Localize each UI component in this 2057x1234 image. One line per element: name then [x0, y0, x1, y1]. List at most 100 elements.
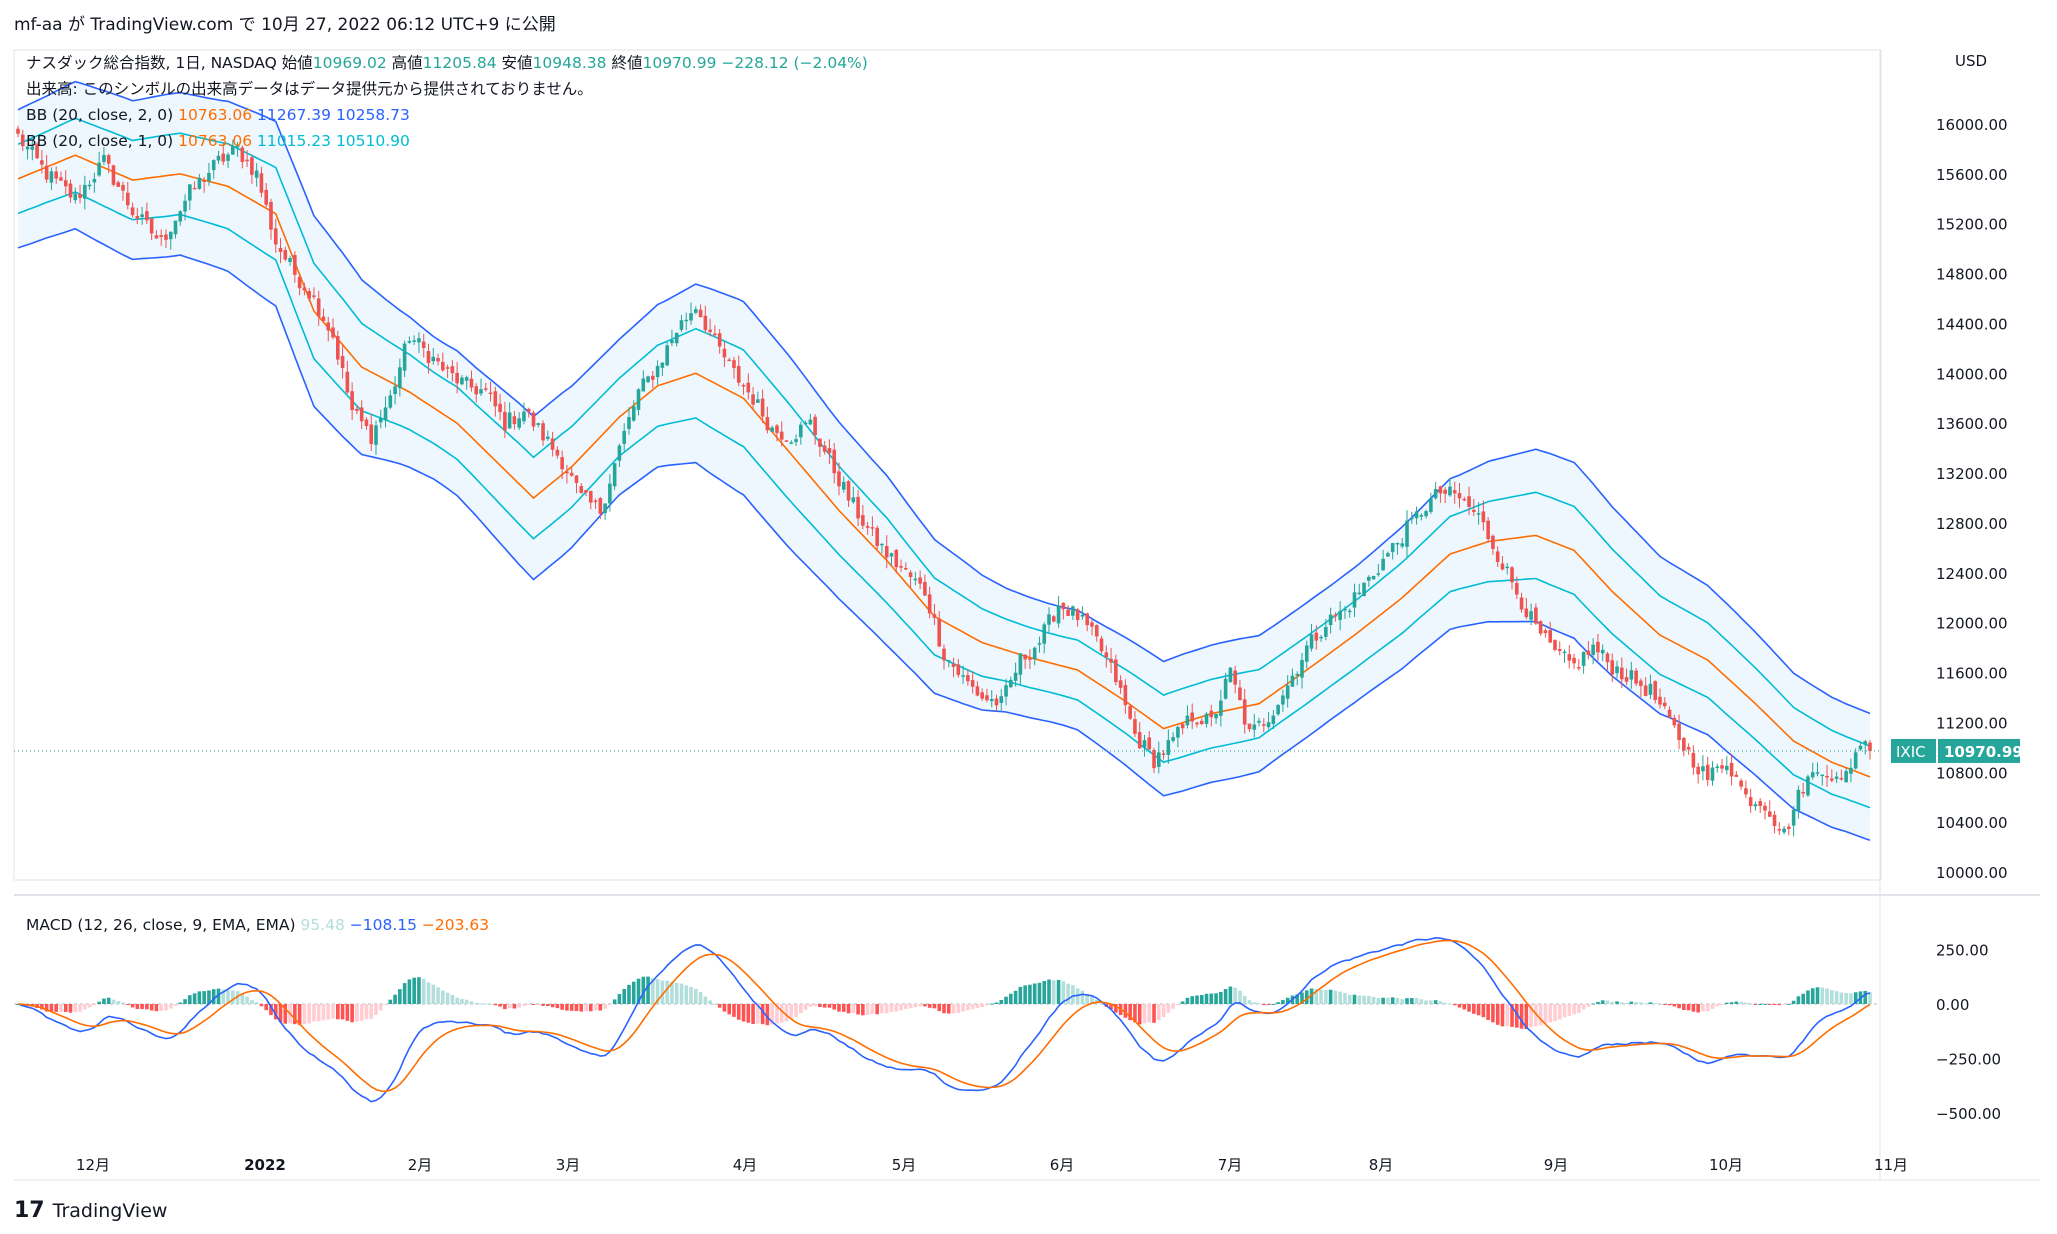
macd-histogram-bar [684, 985, 689, 1004]
candle-body [784, 440, 789, 442]
candle-body [951, 663, 956, 667]
candle-body [1233, 670, 1237, 685]
candle-body [1018, 653, 1023, 675]
macd-histogram-bar [655, 979, 660, 1004]
candle-body [522, 411, 526, 422]
macd-histogram-bar [398, 989, 402, 1004]
candle-body [970, 680, 975, 687]
macd-tick-label: −250.00 [1936, 1051, 2001, 1069]
candle-body [760, 398, 765, 417]
macd-histogram-bar [421, 978, 426, 1004]
macd-histogram-bar [1825, 988, 1829, 1004]
candle-body [1758, 801, 1763, 807]
candle-body [1457, 493, 1462, 499]
candle-body [1849, 767, 1853, 774]
candle-body [1476, 513, 1481, 515]
last-price-label: 10970.99 [1944, 743, 2023, 761]
macd-histogram-bar [1739, 1001, 1743, 1004]
macd-histogram-bar [216, 988, 221, 1004]
candle-body [956, 664, 961, 675]
candle-body [579, 486, 584, 493]
candle-body [1495, 551, 1500, 562]
macd-histogram-bar [1653, 1003, 1658, 1005]
candle-body [183, 200, 187, 212]
candle-body [693, 309, 698, 313]
candle-body [273, 228, 278, 245]
candle-body [1505, 566, 1510, 569]
macd-histogram-bar [488, 1003, 493, 1005]
candle-body [1820, 774, 1825, 777]
macd-histogram-bar [183, 999, 187, 1004]
candle-body [841, 481, 846, 490]
macd-histogram-bar [273, 1004, 278, 1020]
candle-body [83, 184, 87, 199]
candle-body [1777, 829, 1782, 831]
macd-histogram-bar [1777, 1004, 1782, 1006]
candle-body [526, 408, 531, 412]
macd-histogram-bar [1686, 1004, 1691, 1011]
candle-body [1199, 720, 1204, 725]
macd-histogram-bar [49, 1004, 54, 1012]
macd-histogram-bar [1176, 1004, 1180, 1005]
macd-histogram-bar [1796, 996, 1801, 1004]
macd-histogram-bar [254, 1002, 259, 1004]
macd-histogram-bar [1376, 997, 1381, 1004]
macd-histogram-bar [1500, 1004, 1505, 1027]
candle-body [1190, 712, 1195, 722]
candle-body [1643, 685, 1648, 696]
candle-body [1462, 498, 1467, 501]
candle-body [884, 545, 889, 558]
macd-histogram-bar [340, 1004, 345, 1020]
macd-histogram-bar [164, 1004, 168, 1011]
macd-histogram-bar [550, 1004, 555, 1008]
candle-body [1032, 647, 1037, 660]
macd-histogram-bar [1505, 1004, 1510, 1027]
macd-histogram-bar [1853, 992, 1858, 1004]
macd-histogram-bar [1734, 1001, 1739, 1004]
macd-histogram-bar [736, 1004, 741, 1020]
candle-body [293, 255, 297, 275]
macd-histogram-bar [1615, 1001, 1619, 1004]
macd-histogram-bar [493, 1004, 498, 1006]
macd-histogram-bar [841, 1004, 846, 1012]
candle-body [1472, 509, 1476, 512]
candle-body [16, 128, 20, 134]
candle-body [402, 343, 407, 371]
macd-histogram-bar [1715, 1004, 1720, 1007]
macd-histogram-bar [1710, 1004, 1715, 1009]
candle-body [1367, 576, 1371, 581]
candle-body [1285, 685, 1290, 699]
candle-body [1276, 705, 1280, 715]
candle-body [1629, 670, 1634, 680]
candle-body [421, 341, 426, 349]
candle-body [1810, 772, 1815, 778]
macd-histogram-bar [555, 1004, 560, 1009]
candle-body [369, 424, 374, 445]
candle-body [927, 594, 932, 614]
candle-body [904, 567, 908, 570]
macd-histogram-bar [140, 1004, 144, 1010]
macd-histogram-bar [1424, 1000, 1428, 1004]
candle-body [1262, 724, 1266, 726]
macd-histogram-bar [775, 1004, 779, 1024]
candle-body [1815, 772, 1820, 774]
tradingview-footer[interactable]: 17 TradingView [14, 1198, 167, 1223]
candle-body [488, 392, 493, 395]
candle-body [1510, 567, 1514, 583]
candle-body [1118, 680, 1123, 688]
candle-body [1772, 814, 1777, 826]
price-tick-label: 11600.00 [1936, 665, 2008, 683]
macd-histogram-bar [1328, 989, 1333, 1004]
time-tick-label: 8月 [1369, 1156, 1394, 1174]
price-legend: ナスダック総合指数, 1日, NASDAQ 始値10969.02 高値11205… [26, 54, 868, 72]
candle-body [679, 320, 684, 330]
macd-histogram-bar [197, 991, 202, 1004]
macd-histogram-bar [202, 991, 206, 1004]
macd-histogram-bar [951, 1004, 956, 1014]
macd-histogram-bar [1720, 1004, 1724, 1005]
macd-histogram-bar [1324, 990, 1328, 1004]
candle-body [345, 371, 350, 393]
candle-body [1381, 558, 1385, 571]
candle-body [1677, 723, 1681, 741]
